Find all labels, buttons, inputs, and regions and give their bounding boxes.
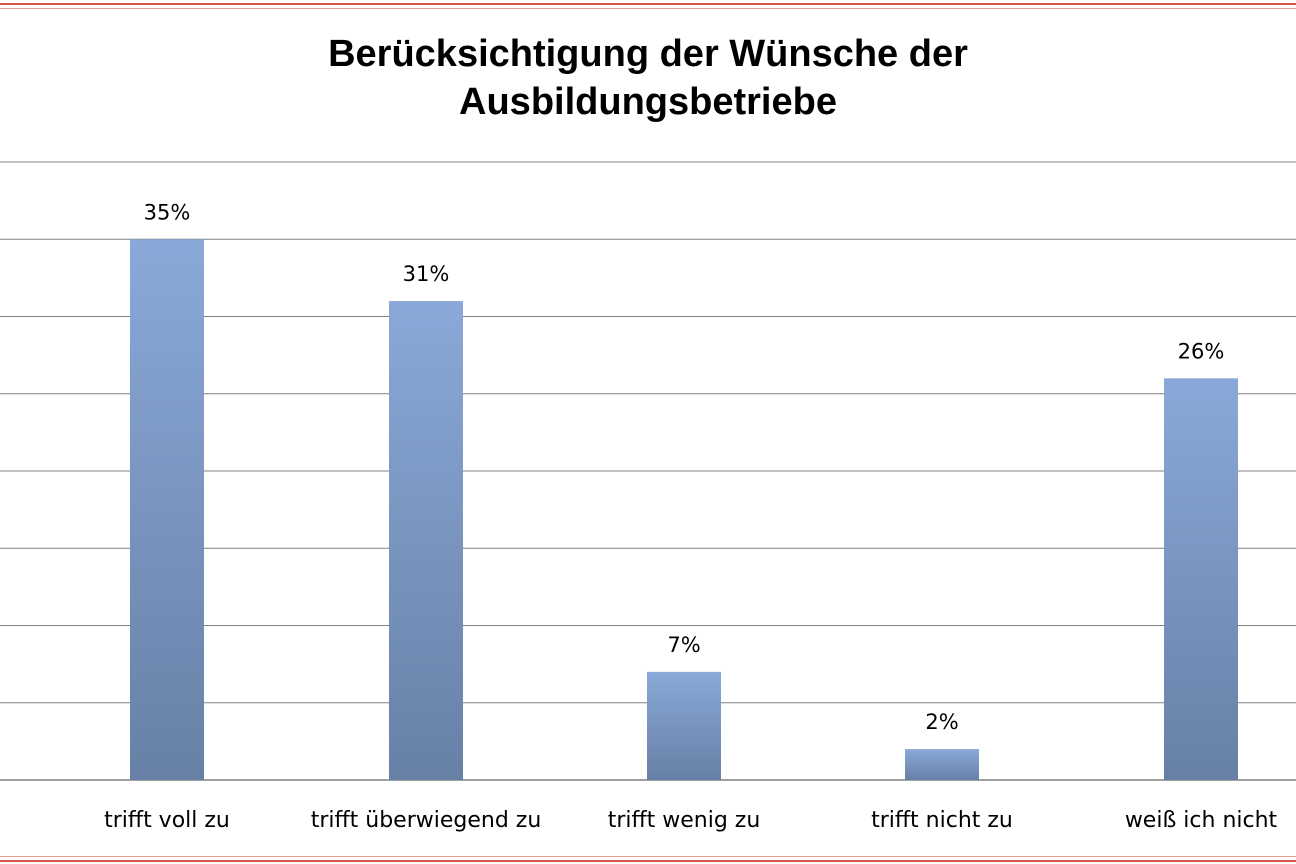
chart-title-line-1: Berücksichtigung der Wünsche der [328,33,968,75]
bar [389,301,463,780]
frame-border-top-inner [0,8,1296,9]
chart-title: Berücksichtigung der Wünsche der Ausbild… [0,30,1296,126]
category-label: trifft überwiegend zu [311,808,542,833]
frame-border-bottom-inner [0,856,1296,857]
bar [647,671,721,780]
bar [130,239,204,780]
category-label: weiß ich nicht [1125,808,1278,833]
category-label: trifft voll zu [104,808,230,833]
frame-border-bottom [0,860,1296,862]
chart-title-line-2: Ausbildungsbetriebe [459,81,837,123]
category-label: trifft nicht zu [871,808,1013,833]
bars [130,239,1238,780]
gridlines [0,161,1296,781]
data-label: 7% [667,633,700,657]
frame-border-top [0,3,1296,5]
data-label: 31% [403,262,450,286]
data-label: 35% [144,200,191,224]
bar [905,749,979,780]
category-label: trifft wenig zu [608,808,761,833]
data-label: 26% [1178,339,1225,363]
data-label: 2% [925,710,958,734]
category-labels: trifft voll zu trifft überwiegend zu triff… [104,808,1277,833]
data-labels: 35% 31% 7% 2% 26% [144,200,1225,734]
bar [1164,378,1238,780]
